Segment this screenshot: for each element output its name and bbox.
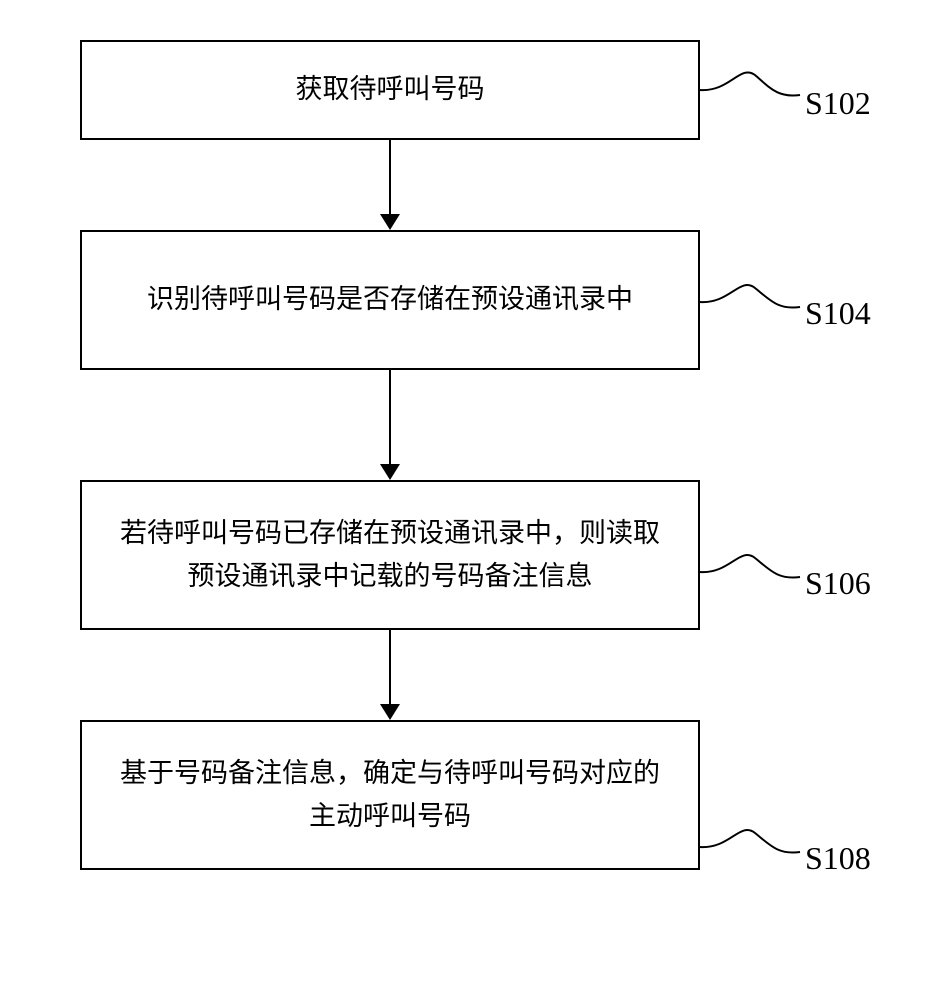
flow-node-1: 获取待呼叫号码 [80, 40, 700, 140]
flow-node-4: 基于号码备注信息，确定与待呼叫号码对应的主动呼叫号码 [80, 720, 700, 870]
flow-arrow-3 [380, 630, 400, 720]
arrow-line [389, 630, 391, 704]
connector-path [700, 555, 800, 578]
flow-node-4-text: 基于号码备注信息，确定与待呼叫号码对应的主动呼叫号码 [112, 752, 668, 838]
arrow-head-icon [380, 704, 400, 720]
flowchart-container: 获取待呼叫号码 识别待呼叫号码是否存储在预设通讯录中 若待呼叫号码已存储在预设通… [80, 40, 700, 870]
connector-4 [700, 825, 810, 875]
connector-1 [700, 70, 810, 120]
flow-node-1-text: 获取待呼叫号码 [296, 68, 485, 111]
flow-arrow-2 [380, 370, 400, 480]
arrow-head-icon [380, 464, 400, 480]
arrow-line [389, 140, 391, 214]
flow-node-3: 若待呼叫号码已存储在预设通讯录中，则读取预设通讯录中记载的号码备注信息 [80, 480, 700, 630]
step-label-3: S106 [805, 565, 871, 602]
connector-3 [700, 550, 810, 600]
step-label-1: S102 [805, 85, 871, 122]
flow-node-2: 识别待呼叫号码是否存储在预设通讯录中 [80, 230, 700, 370]
flow-arrow-1 [380, 140, 400, 230]
connector-path [700, 285, 800, 308]
connector-path [700, 830, 800, 853]
step-label-4: S108 [805, 840, 871, 877]
flow-node-3-text: 若待呼叫号码已存储在预设通讯录中，则读取预设通讯录中记载的号码备注信息 [112, 512, 668, 598]
flow-node-2-text: 识别待呼叫号码是否存储在预设通讯录中 [147, 278, 633, 321]
step-label-2: S104 [805, 295, 871, 332]
arrow-head-icon [380, 214, 400, 230]
connector-2 [700, 280, 810, 330]
connector-path [700, 72, 800, 95]
arrow-line [389, 370, 391, 464]
